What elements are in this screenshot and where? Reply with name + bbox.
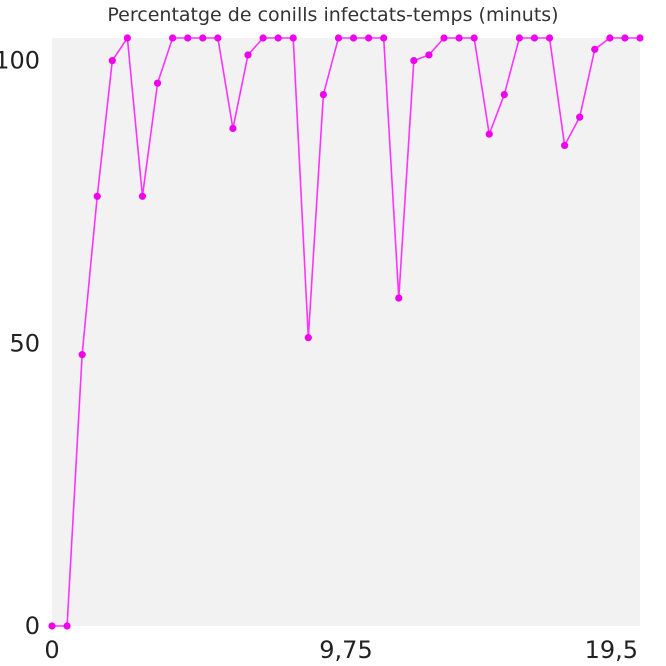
data-point-14 (259, 34, 267, 42)
plot-background (52, 38, 640, 626)
data-point-16 (289, 34, 297, 42)
data-point-23 (395, 294, 403, 302)
data-point-29 (485, 130, 493, 138)
chart-title: Percentatge de conills infectats-temps (… (107, 4, 559, 26)
data-point-37 (606, 34, 614, 42)
data-point-7 (153, 79, 162, 87)
y-tick-label-0: 0 (25, 612, 40, 640)
y-tick-label-2: 100 (0, 47, 40, 75)
data-point-5 (123, 34, 131, 42)
y-tick-label-1: 50 (9, 329, 40, 357)
data-point-13 (244, 51, 252, 59)
x-tick-label-2: 19,5 (585, 636, 638, 664)
data-point-12 (229, 124, 237, 133)
data-point-39 (636, 34, 644, 42)
data-point-34 (561, 141, 569, 150)
data-point-36 (591, 45, 599, 53)
y-axis-ticks: 0 50 100 (0, 47, 40, 640)
data-point-22 (380, 34, 388, 42)
x-axis-ticks: 0 9,75 19,5 (44, 636, 638, 664)
data-point-25 (425, 51, 433, 59)
data-point-21 (365, 34, 373, 42)
data-point-27 (455, 34, 463, 42)
data-point-10 (199, 34, 207, 42)
x-tick-label-1: 9,75 (319, 636, 372, 664)
x-tick-label-0: 0 (44, 636, 59, 664)
data-point-8 (169, 34, 177, 42)
data-point-15 (274, 34, 282, 42)
data-point-32 (530, 34, 539, 42)
data-point-19 (334, 34, 343, 42)
series-line-0 (52, 37, 640, 627)
data-point-38 (621, 34, 629, 42)
data-point-2 (78, 351, 86, 359)
data-point-30 (500, 90, 508, 99)
data-point-31 (515, 34, 523, 42)
data-point-0 (48, 622, 56, 630)
series-layer (48, 34, 644, 630)
data-point-9 (184, 34, 192, 42)
data-point-4 (108, 57, 116, 65)
data-point-28 (470, 34, 478, 42)
data-point-3 (93, 192, 101, 200)
data-point-26 (440, 34, 448, 42)
data-point-18 (319, 90, 327, 99)
data-point-17 (304, 334, 312, 342)
data-point-1 (63, 622, 71, 630)
data-point-24 (410, 57, 418, 65)
data-point-35 (576, 113, 584, 121)
data-point-11 (214, 34, 222, 42)
data-point-6 (138, 192, 147, 200)
data-point-33 (545, 34, 554, 42)
data-point-20 (349, 34, 358, 42)
